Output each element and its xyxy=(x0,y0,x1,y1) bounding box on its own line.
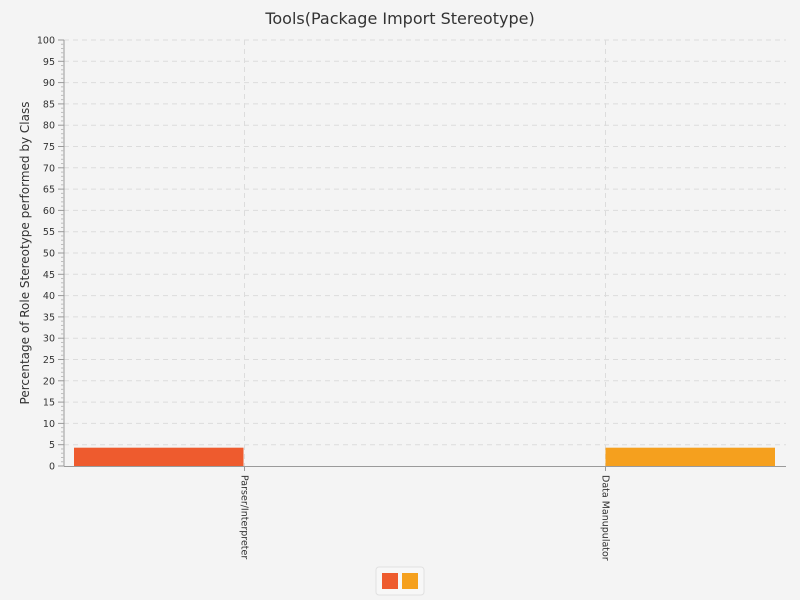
chart-title: Tools(Package Import Stereotype) xyxy=(264,9,534,28)
legend xyxy=(375,566,425,596)
x-tick-label: Data Manupulator xyxy=(600,475,611,561)
y-tick-label: 0 xyxy=(49,462,55,473)
y-tick-label: 50 xyxy=(43,249,55,260)
legend-swatch xyxy=(382,573,398,589)
y-tick-label: 40 xyxy=(43,291,55,302)
y-tick-label: 80 xyxy=(43,121,55,132)
legend-swatch xyxy=(402,573,418,589)
y-tick-label: 85 xyxy=(43,99,55,110)
x-axis-ticks: Parser/Interpreter Data Manupulator xyxy=(239,466,611,561)
grid-lines xyxy=(64,39,786,466)
bar xyxy=(74,447,244,466)
y-tick-label: 75 xyxy=(43,142,55,153)
y-tick-label: 60 xyxy=(43,206,55,217)
y-tick-label: 55 xyxy=(43,227,55,238)
y-tick-label: 65 xyxy=(43,185,55,196)
y-axis-ticks: 0 5 10 15 20 25 30 35 40 45 50 55 60 65 70 75 80 85 90 95 10… xyxy=(37,36,64,473)
y-tick-label: 70 xyxy=(43,163,55,174)
y-tick-label: 10 xyxy=(43,419,55,430)
y-tick-label: 90 xyxy=(43,78,55,89)
y-tick-label: 95 xyxy=(43,57,55,68)
y-axis-label: Percentage of Role Stereotype performed … xyxy=(18,102,32,405)
y-tick-label: 25 xyxy=(43,355,55,366)
bars xyxy=(74,447,775,466)
y-tick-label: 15 xyxy=(43,398,55,409)
y-tick-label: 20 xyxy=(43,376,55,387)
y-tick-label: 35 xyxy=(43,312,55,323)
y-tick-label: 100 xyxy=(37,36,55,47)
bar xyxy=(605,447,775,466)
y-tick-label: 30 xyxy=(43,334,55,345)
y-tick-label: 5 xyxy=(49,440,55,451)
x-tick-label: Parser/Interpreter xyxy=(239,475,250,559)
y-tick-label: 45 xyxy=(43,270,55,281)
